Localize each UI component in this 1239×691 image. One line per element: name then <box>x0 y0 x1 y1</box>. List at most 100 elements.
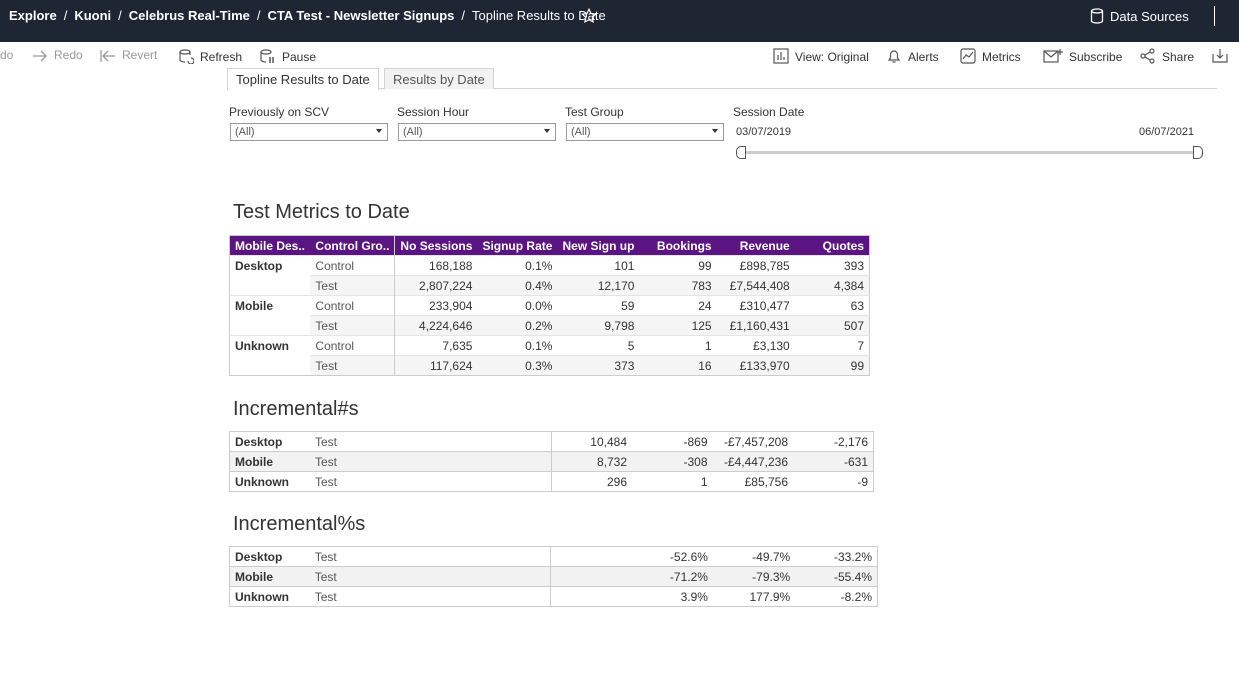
cell-rate: 0.4% <box>477 275 558 296</box>
table-row: Test 117,624 0.3% 373 16 £133,970 99 <box>230 355 870 376</box>
row-group-cell[interactable]: Test <box>309 546 551 567</box>
view-original-button[interactable]: View: Original <box>773 48 869 64</box>
revert-button[interactable]: Revert <box>100 48 157 62</box>
subscribe-button[interactable]: Subscribe <box>1043 48 1122 64</box>
share-icon <box>1140 48 1155 64</box>
cell-revenue: -79.3% <box>712 566 796 587</box>
row-group-cell[interactable]: Test <box>309 586 551 607</box>
row-group-cell[interactable]: Test <box>310 431 552 452</box>
metrics-button[interactable]: Metrics <box>960 48 1021 64</box>
table-row: Unknown Test 3.9% 177.9% -8.2% <box>229 586 878 607</box>
filter-previously-select[interactable]: (All) <box>230 123 388 141</box>
empty-cell <box>550 546 631 567</box>
row-device-label[interactable]: Desktop <box>229 431 310 452</box>
share-button[interactable]: Share <box>1140 48 1194 64</box>
cell-signups: 9,798 <box>557 315 640 336</box>
redo-button[interactable]: Redo <box>32 48 83 62</box>
filter-group-select[interactable]: (All) <box>566 123 724 141</box>
cell-rate: 0.1% <box>477 335 558 356</box>
row-group-cell[interactable]: Test <box>309 566 551 587</box>
filter-previously-value: (All) <box>235 126 255 138</box>
table-row: Unknown Test 296 1 £85,756 -9 <box>229 471 874 492</box>
cell-signups: 10,484 <box>551 431 632 452</box>
date-slider-end-handle[interactable] <box>1193 146 1203 159</box>
row-device-label[interactable]: Unknown <box>229 335 311 376</box>
cell-quotes: 99 <box>794 355 870 376</box>
row-device-label[interactable]: Mobile <box>229 451 310 472</box>
col-header-rate[interactable]: Signup Rate <box>477 235 558 256</box>
row-group-cell[interactable]: Test <box>310 471 552 492</box>
row-group-cell[interactable]: Test <box>310 355 396 376</box>
cell-bookings: 3.9% <box>630 586 713 607</box>
filter-group-label: Test Group <box>565 105 624 119</box>
row-group-cell[interactable]: Test <box>310 451 552 472</box>
col-header-sessions[interactable]: No Sessions <box>394 235 478 256</box>
metrics-icon <box>960 48 976 64</box>
favorite-star-icon[interactable] <box>580 7 598 30</box>
data-sources-button[interactable]: Data Sources <box>1090 8 1189 24</box>
filter-hour-label: Session Hour <box>397 105 470 119</box>
table-row: Mobile Test -71.2% -79.3% -55.4% <box>229 566 878 587</box>
col-header-group[interactable]: Control Gro.. <box>310 235 396 256</box>
cell-bookings: 16 <box>639 355 717 376</box>
cell-quotes: 507 <box>794 315 870 336</box>
col-header-revenue[interactable]: Revenue <box>716 235 795 256</box>
table-row: Unknown Control 7,635 0.1% 5 1 £3,130 7 <box>229 335 870 376</box>
filter-hour-select[interactable]: (All) <box>398 123 556 141</box>
breadcrumb-workbook[interactable]: CTA Test - Newsletter Signups <box>267 8 455 23</box>
row-device-label[interactable]: Desktop <box>229 546 310 567</box>
cell-quotes: -55.4% <box>795 566 878 587</box>
col-header-quotes[interactable]: Quotes <box>794 235 870 256</box>
date-slider-track[interactable] <box>741 151 1198 154</box>
col-header-bookings[interactable]: Bookings <box>639 235 717 256</box>
pause-button[interactable]: Pause <box>260 48 316 64</box>
metrics-title: Test Metrics to Date <box>233 201 410 223</box>
row-group-cell[interactable]: Control <box>310 255 396 276</box>
dropdown-arrow-icon <box>712 129 718 133</box>
breadcrumb-kuoni[interactable]: Kuoni <box>74 8 112 23</box>
row-device-label[interactable]: Mobile <box>229 566 310 587</box>
row-group-cell[interactable]: Control <box>310 295 396 316</box>
cell-bookings: 125 <box>639 315 717 336</box>
breadcrumb-explore[interactable]: Explore <box>9 8 57 23</box>
date-slider-start-handle[interactable] <box>736 146 746 159</box>
filter-previously-label: Previously on SCV <box>229 105 330 119</box>
tab-topline-results[interactable]: Topline Results to Date <box>227 68 379 90</box>
row-group-cell[interactable]: Test <box>310 275 396 296</box>
col-header-signups[interactable]: New Sign up <box>557 235 640 256</box>
cell-revenue: -£4,447,236 <box>712 451 793 472</box>
breadcrumb-project[interactable]: Celebrus Real-Time <box>128 8 250 23</box>
row-group-cell[interactable]: Control <box>310 335 396 356</box>
database-icon <box>1090 8 1104 24</box>
row-device-label[interactable]: Unknown <box>229 471 310 492</box>
col-header-device[interactable]: Mobile Des.. <box>229 235 311 256</box>
table-row: Desktop Test 10,484 -869 -£7,457,208 -2,176 <box>229 431 874 452</box>
row-device-label[interactable]: Mobile <box>229 295 311 336</box>
date-end[interactable]: 06/07/2021 <box>1139 126 1195 138</box>
data-sources-label: Data Sources <box>1110 9 1189 24</box>
cell-revenue: 177.9% <box>712 586 796 607</box>
top-bar: Explore / Kuoni / Celebrus Real-Time / CTA Tes… <box>0 0 1239 42</box>
cell-signups: 12,170 <box>557 275 640 296</box>
incremental-numbers-table: Desktop Test 10,484 -869 -£7,457,208 -2,176 Mo… <box>229 431 874 492</box>
row-device-label[interactable]: Unknown <box>229 586 310 607</box>
cell-sessions: 117,624 <box>394 355 478 376</box>
cell-quotes: -9 <box>793 471 874 492</box>
refresh-button[interactable]: Refresh <box>178 48 242 65</box>
breadcrumb: Explore / Kuoni / Celebrus Real-Time / CTA Tes… <box>9 8 606 23</box>
row-group-cell[interactable]: Test <box>310 315 396 336</box>
view-original-label: View: Original <box>795 50 869 64</box>
redo-arrow-icon <box>33 50 47 62</box>
date-start[interactable]: 03/07/2019 <box>736 126 792 138</box>
download-button[interactable] <box>1212 48 1234 64</box>
cell-sessions: 2,807,224 <box>394 275 478 296</box>
row-device-label[interactable]: Desktop <box>229 255 311 296</box>
alerts-button[interactable]: Alerts <box>886 48 939 64</box>
view-tabs: Topline Results to Date Results by Date <box>227 68 1217 90</box>
cell-signups: 296 <box>551 471 632 492</box>
cell-quotes: 4,384 <box>794 275 870 296</box>
tab-results-by-date[interactable]: Results by Date <box>384 68 494 89</box>
metrics-label: Metrics <box>982 50 1021 64</box>
cell-quotes: 63 <box>794 295 870 316</box>
undo-button[interactable]: do <box>0 48 13 62</box>
